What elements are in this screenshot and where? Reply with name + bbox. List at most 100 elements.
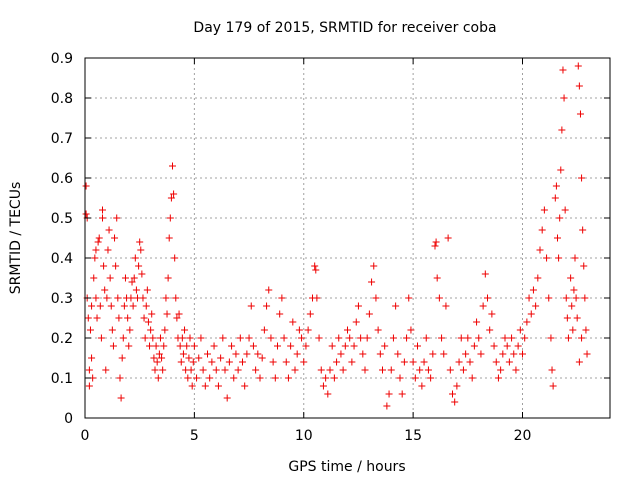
data-point xyxy=(420,358,428,366)
x-tick-label: 20 xyxy=(514,428,532,444)
data-point xyxy=(344,326,351,334)
data-point xyxy=(479,302,487,310)
data-point xyxy=(85,366,93,374)
data-point xyxy=(274,342,281,350)
data-point xyxy=(234,366,242,374)
data-point xyxy=(512,366,520,374)
data-point xyxy=(514,342,522,350)
data-point xyxy=(568,302,576,310)
data-point xyxy=(156,334,164,342)
data-point xyxy=(118,354,126,362)
data-point xyxy=(186,334,194,342)
data-point xyxy=(359,350,367,358)
data-point xyxy=(119,334,127,342)
data-point xyxy=(484,294,491,302)
data-point xyxy=(155,350,163,358)
data-point xyxy=(581,294,589,302)
data-point xyxy=(128,278,136,286)
data-point xyxy=(278,294,286,302)
data-point xyxy=(372,294,380,302)
data-point xyxy=(578,174,586,182)
data-point xyxy=(136,238,144,246)
data-point xyxy=(370,262,378,270)
data-point xyxy=(464,334,472,342)
data-point xyxy=(263,302,271,310)
data-point xyxy=(572,294,580,302)
data-point xyxy=(221,366,229,374)
data-point xyxy=(429,350,437,358)
data-point xyxy=(363,334,371,342)
data-point xyxy=(545,294,553,302)
data-point xyxy=(559,66,567,74)
data-point xyxy=(92,246,100,254)
data-point xyxy=(109,342,117,350)
data-point xyxy=(90,274,98,282)
data-point xyxy=(162,294,170,302)
data-point xyxy=(293,350,301,358)
data-point xyxy=(562,294,570,302)
data-point xyxy=(104,246,112,254)
data-point xyxy=(385,390,393,398)
data-point xyxy=(142,302,150,310)
data-point xyxy=(245,334,253,342)
data-point xyxy=(177,358,185,366)
data-point xyxy=(149,334,157,342)
data-point xyxy=(560,94,568,102)
data-point xyxy=(276,310,284,318)
data-point xyxy=(126,326,134,334)
data-point xyxy=(552,182,560,190)
data-point xyxy=(96,302,104,310)
data-point xyxy=(178,334,186,342)
data-point xyxy=(440,350,448,358)
y-tick-label: 0.2 xyxy=(51,331,73,347)
data-point xyxy=(151,366,159,374)
data-point xyxy=(154,374,162,382)
data-point xyxy=(569,326,577,334)
data-point xyxy=(302,342,310,350)
data-point xyxy=(125,342,133,350)
data-point xyxy=(144,318,152,326)
data-point xyxy=(165,234,173,242)
data-point xyxy=(400,358,408,366)
y-tick-label: 0.6 xyxy=(51,171,73,187)
data-point xyxy=(575,82,583,90)
data-point xyxy=(99,206,106,214)
data-point xyxy=(269,358,277,366)
data-point xyxy=(210,342,218,350)
data-point xyxy=(510,350,518,358)
data-point xyxy=(361,366,369,374)
data-point xyxy=(444,234,452,242)
data-point xyxy=(492,358,500,366)
data-point xyxy=(407,326,415,334)
data-point xyxy=(396,374,404,382)
x-tick-label: 15 xyxy=(404,428,422,444)
data-point xyxy=(435,294,443,302)
data-point xyxy=(243,350,251,358)
data-point xyxy=(473,318,481,326)
data-point xyxy=(175,310,183,318)
data-point xyxy=(219,334,227,342)
data-point xyxy=(330,374,338,382)
data-point xyxy=(206,374,214,382)
data-point xyxy=(258,354,266,362)
data-point xyxy=(578,334,586,342)
data-point xyxy=(540,206,548,214)
data-point xyxy=(519,350,526,358)
data-point xyxy=(508,334,516,342)
data-point xyxy=(573,314,581,322)
data-point xyxy=(381,342,389,350)
data-point xyxy=(499,350,507,358)
data-point xyxy=(150,354,158,362)
data-point xyxy=(265,286,273,294)
data-point xyxy=(477,350,485,358)
data-point xyxy=(295,326,303,334)
data-point xyxy=(148,310,156,318)
data-point xyxy=(189,358,197,366)
data-point xyxy=(161,326,169,334)
data-point xyxy=(102,366,110,374)
data-point xyxy=(551,194,559,202)
data-point xyxy=(389,334,397,342)
data-point xyxy=(92,294,100,302)
data-point xyxy=(212,366,220,374)
data-point xyxy=(462,350,470,358)
